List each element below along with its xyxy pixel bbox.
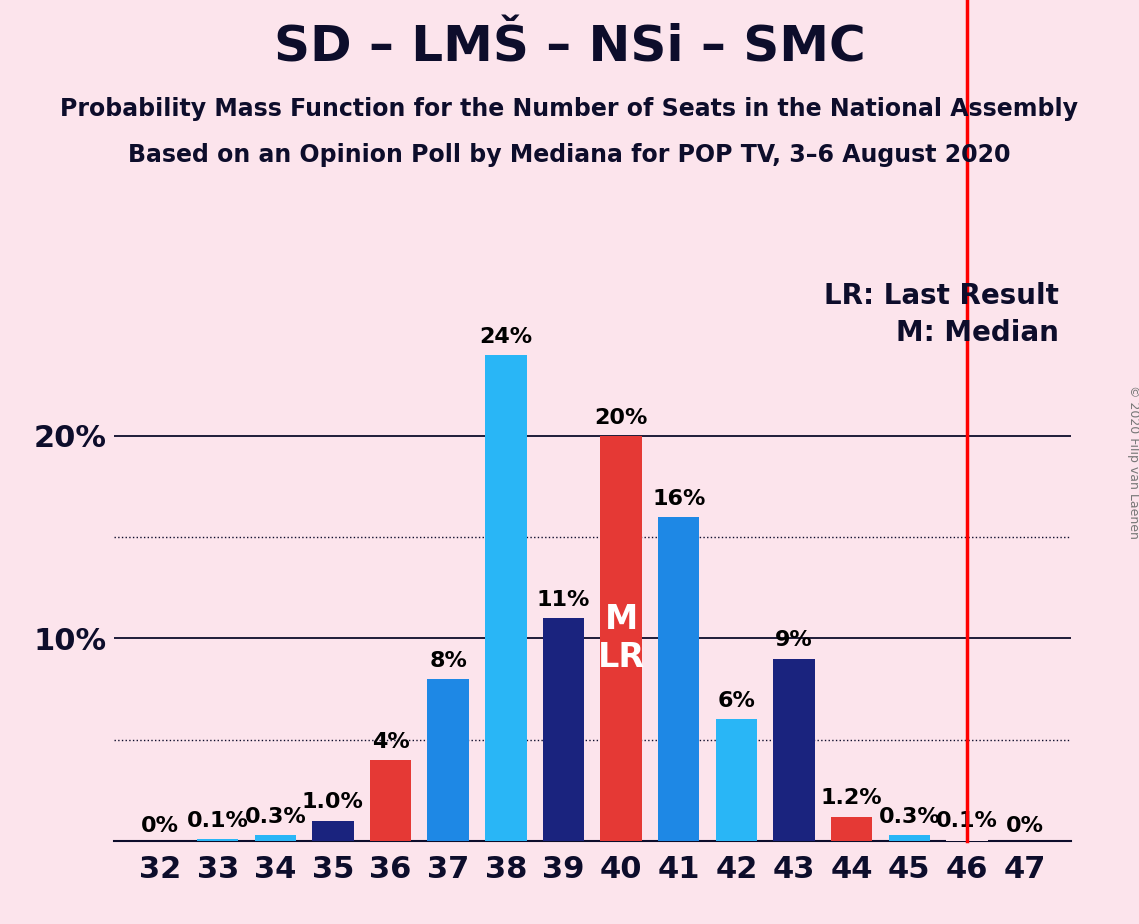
Text: © 2020 Filip van Laenen: © 2020 Filip van Laenen (1126, 385, 1139, 539)
Text: 1.0%: 1.0% (302, 793, 363, 812)
Bar (830, 817, 872, 841)
Text: 4%: 4% (371, 732, 409, 752)
Text: 11%: 11% (536, 590, 590, 610)
Bar (370, 760, 411, 841)
Text: LR: Last Result: LR: Last Result (825, 282, 1059, 310)
Text: Probability Mass Function for the Number of Seats in the National Assembly: Probability Mass Function for the Number… (60, 97, 1079, 121)
Text: M
LR: M LR (598, 602, 645, 674)
Bar (312, 821, 354, 841)
Bar (485, 355, 526, 841)
Text: 24%: 24% (480, 326, 532, 346)
Text: 9%: 9% (776, 630, 813, 650)
Bar (600, 436, 642, 841)
Text: 0.1%: 0.1% (187, 810, 248, 831)
Text: 20%: 20% (595, 407, 648, 428)
Text: 0.3%: 0.3% (245, 807, 306, 827)
Text: 6%: 6% (718, 691, 755, 711)
Bar (773, 659, 814, 841)
Text: 1.2%: 1.2% (821, 788, 883, 808)
Bar (542, 618, 584, 841)
Bar (427, 679, 469, 841)
Text: 0%: 0% (1006, 816, 1043, 836)
Bar (888, 834, 931, 841)
Text: M: Median: M: Median (896, 319, 1059, 346)
Text: SD – LMŠ – NSi – SMC: SD – LMŠ – NSi – SMC (273, 23, 866, 71)
Bar (658, 517, 699, 841)
Text: 16%: 16% (652, 489, 705, 508)
Bar (947, 839, 988, 841)
Text: 0%: 0% (141, 816, 179, 836)
Bar (254, 834, 296, 841)
Bar (715, 719, 757, 841)
Text: 0.1%: 0.1% (936, 810, 998, 831)
Text: 8%: 8% (429, 650, 467, 671)
Text: Based on an Opinion Poll by Mediana for POP TV, 3–6 August 2020: Based on an Opinion Poll by Mediana for … (129, 143, 1010, 167)
Text: 0.3%: 0.3% (878, 807, 940, 827)
Bar (197, 839, 238, 841)
